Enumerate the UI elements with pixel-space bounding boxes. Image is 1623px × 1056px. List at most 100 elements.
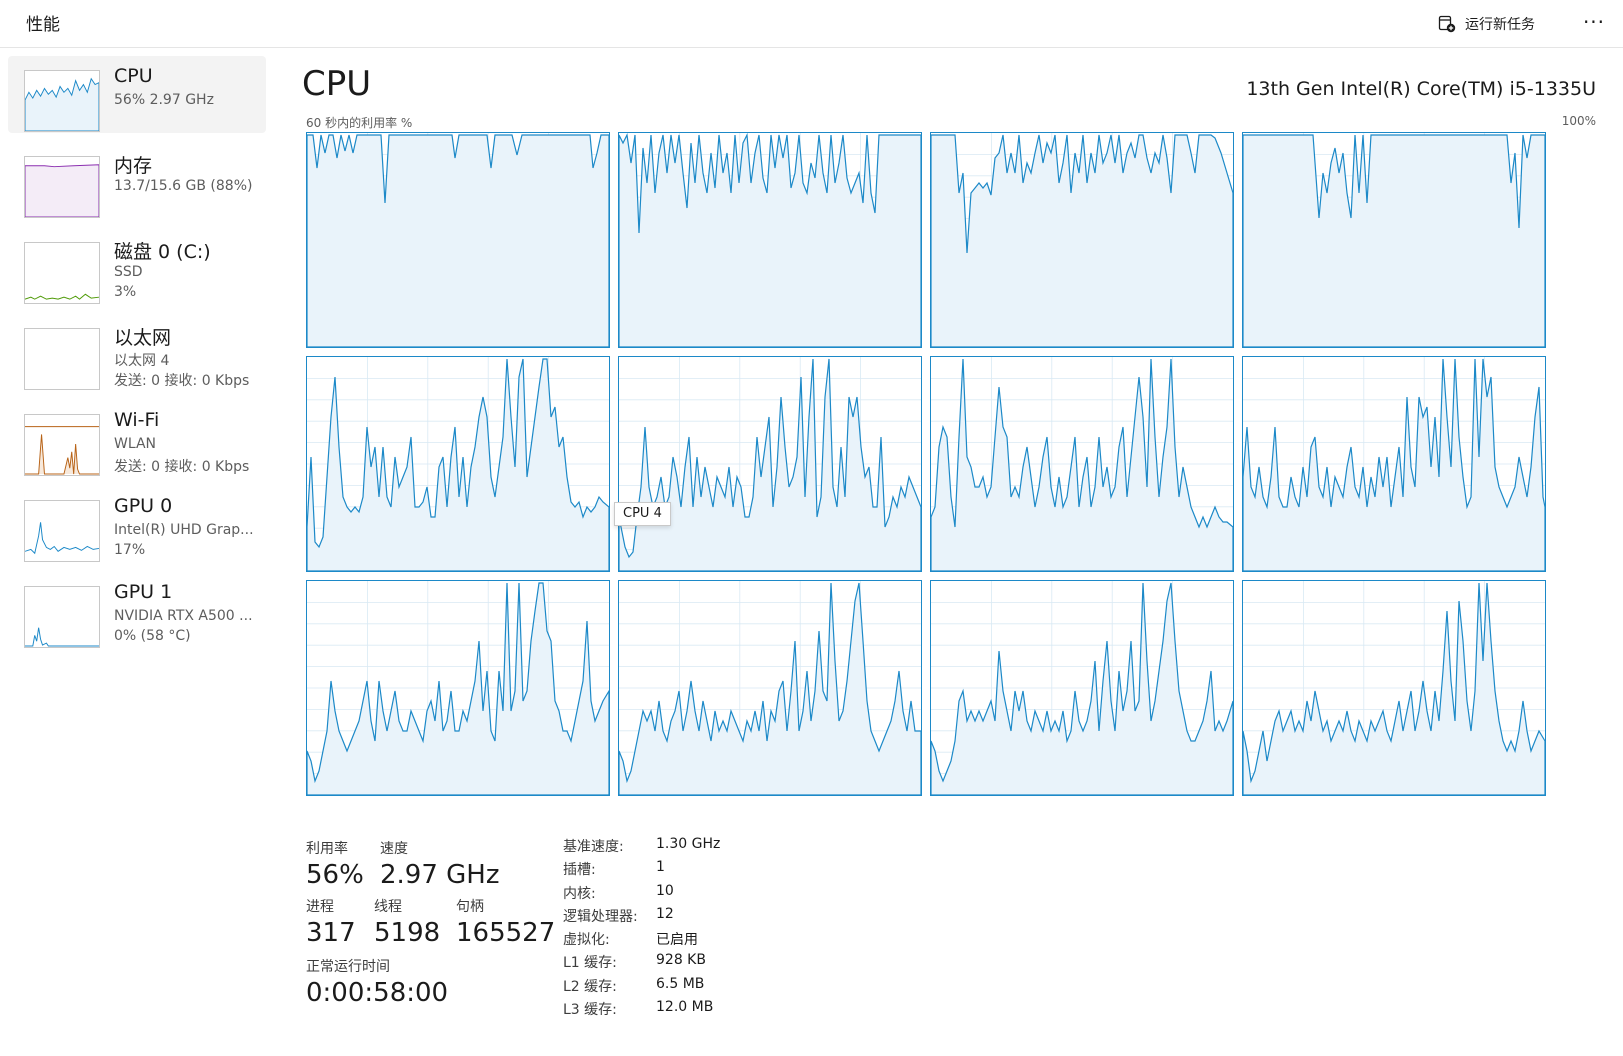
sidebar-item-detail-2: 17% [114, 542, 146, 558]
spec-value: 1.30 GHz [656, 836, 721, 852]
spec-key: L2 缓存: [563, 978, 617, 995]
sidebar-item-label: 以太网 [114, 327, 172, 349]
threads-value: 5198 [374, 918, 441, 948]
sidebar-item-gpu1[interactable]: GPU 1 NVIDIA RTX A500 ... 0% (58 °C) [8, 572, 266, 649]
sidebar-item-gpu0[interactable]: GPU 0 Intel(R) UHD Grap... 17% [8, 486, 266, 563]
sidebar-item-detail-2: 0% (58 °C) [114, 628, 191, 644]
sidebar-item-label: 磁盘 0 (C:) [114, 241, 211, 263]
cpu-graph-tooltip: CPU 4 [614, 502, 671, 526]
cpu-graph-10-line [931, 582, 1233, 795]
gpu1-thumbnail-graph [24, 586, 100, 648]
ethernet-thumbnail-graph [24, 328, 100, 390]
cpu-graph-9[interactable] [618, 580, 922, 796]
gpu0-thumbnail-graph [24, 500, 100, 562]
spec-value: 1 [656, 859, 665, 876]
uptime-stat: 正常运行时间 0:00:58:00 [306, 956, 448, 1008]
more-options-button[interactable]: ··· [1582, 10, 1606, 34]
gpu0-thumb-line [25, 522, 99, 555]
cpu-graph-2[interactable] [930, 132, 1234, 348]
cpu-graph-1[interactable] [618, 132, 922, 348]
handles-value: 165527 [456, 918, 556, 948]
graph-axis-max: 100% [1561, 114, 1596, 128]
sidebar-item-detail: Intel(R) UHD Grap... [114, 522, 254, 538]
uptime-value: 0:00:58:00 [306, 978, 449, 1008]
cpu-graph-0[interactable] [306, 132, 610, 348]
uptime-label: 正常运行时间 [306, 959, 390, 975]
speed-stat: 速度 2.97 GHz [380, 838, 500, 890]
cpu-graph-3-line [1243, 134, 1545, 347]
resource-sidebar: CPU 56% 2.97 GHz 内存 13.7/15.6 GB (88%) 磁… [8, 56, 266, 658]
wifi-thumb-line [25, 434, 99, 475]
sidebar-item-detail: NVIDIA RTX A500 ... [114, 608, 253, 624]
utilization-value: 56% [306, 860, 364, 890]
sidebar-item-detail: 13.7/15.6 GB (88%) [114, 178, 253, 194]
utilization-stat: 利用率 56% [306, 838, 364, 890]
cpu-graph-6[interactable] [930, 356, 1234, 572]
cpu-graph-5[interactable] [618, 356, 922, 572]
spec-key: L3 缓存: [563, 1002, 617, 1019]
cpu-graph-2-line [931, 134, 1233, 347]
sidebar-item-detail-2: 发送: 0 接收: 0 Kbps [114, 373, 250, 389]
cpu-thumbnail-graph [24, 70, 100, 132]
spec-key: L1 缓存: [563, 955, 617, 972]
wifi-thumbnail-graph [24, 414, 100, 476]
sidebar-item-label: Wi-Fi [114, 409, 160, 431]
run-new-task-button[interactable]: 运行新任务 [1438, 11, 1535, 37]
spec-value: 已启用 [656, 932, 698, 949]
spec-key: 插槽: [563, 862, 596, 879]
spec-key: 虚拟化: [563, 932, 610, 949]
cpu-graph-10[interactable] [930, 580, 1234, 796]
cpu-graph-1-line [619, 133, 921, 347]
spec-value: 12 [656, 905, 674, 922]
sidebar-item-detail: 以太网 4 [114, 353, 170, 369]
sidebar-item-label: GPU 1 [114, 581, 173, 603]
processes-label: 进程 [306, 899, 334, 915]
disk-thumb-line [25, 293, 99, 300]
cpu-graph-4-line [307, 358, 609, 571]
cpu-graph-6-line [931, 358, 1233, 571]
sidebar-item-label: 内存 [114, 155, 153, 177]
cpu-graph-7-line [1243, 358, 1545, 571]
processes-stat: 进程 317 [306, 896, 356, 948]
sidebar-item-ethernet[interactable]: 以太网 以太网 4 发送: 0 接收: 0 Kbps [8, 314, 266, 391]
speed-label: 速度 [380, 841, 408, 857]
cpu-graph-0-line [307, 134, 609, 347]
handles-label: 句柄 [456, 899, 484, 915]
cpu-graph-9-line [619, 582, 921, 795]
sidebar-item-label: GPU 0 [114, 495, 173, 517]
cpu-graph-5-line [619, 358, 921, 571]
memory-thumbnail-graph [24, 156, 100, 218]
spec-key: 基准速度: [563, 839, 624, 855]
sidebar-item-wifi[interactable]: Wi-Fi WLAN 发送: 0 接收: 0 Kbps [8, 400, 266, 477]
handles-stat: 句柄 165527 [456, 896, 555, 948]
title-bar: 性能 运行新任务 ··· [0, 0, 1623, 48]
sidebar-item-detail: 56% 2.97 GHz [114, 92, 214, 108]
sidebar-item-memory[interactable]: 内存 13.7/15.6 GB (88%) [8, 142, 266, 219]
spec-value: 6.5 MB [656, 975, 705, 992]
panel-title: CPU [302, 64, 372, 104]
page-title: 性能 [26, 15, 60, 35]
threads-label: 线程 [374, 899, 402, 915]
disk-thumbnail-graph [24, 242, 100, 304]
sidebar-item-detail-2: 发送: 0 接收: 0 Kbps [114, 459, 250, 475]
sidebar-item-detail-2: 3% [114, 284, 137, 300]
processes-value: 317 [306, 918, 356, 948]
cpu-graph-8-line [307, 582, 609, 795]
cpu-graph-4[interactable] [306, 356, 610, 572]
spec-key: 逻辑处理器: [563, 908, 638, 925]
cpu-graph-8[interactable] [306, 580, 610, 796]
cpu-graph-3[interactable] [1242, 132, 1546, 348]
spec-value: 10 [656, 882, 674, 899]
cpu-graph-7[interactable] [1242, 356, 1546, 572]
run-new-task-label: 运行新任务 [1465, 17, 1535, 33]
speed-value: 2.97 GHz [380, 860, 500, 890]
gpu1-thumb-line [25, 627, 99, 647]
cpu-thumb-line [25, 77, 99, 131]
sidebar-item-cpu[interactable]: CPU 56% 2.97 GHz [8, 56, 266, 133]
sidebar-item-disk[interactable]: 磁盘 0 (C:) SSD 3% [8, 228, 266, 305]
spec-value: 928 KB [656, 952, 706, 969]
sidebar-item-label: CPU [114, 65, 153, 87]
cpu-graph-11[interactable] [1242, 580, 1546, 796]
sidebar-item-detail: WLAN [114, 436, 157, 452]
cpu-model-name: 13th Gen Intel(R) Core(TM) i5-1335U [1246, 78, 1596, 100]
